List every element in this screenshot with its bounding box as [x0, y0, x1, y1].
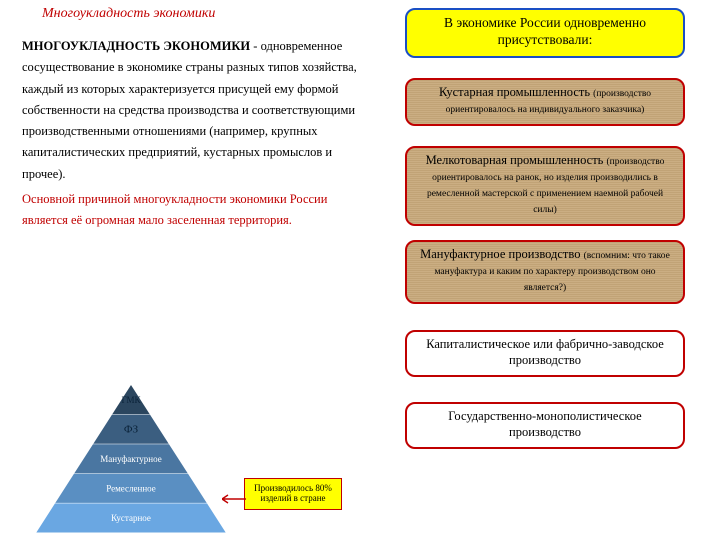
content-box-main: Капиталистическое или фабрично-заводское… [426, 337, 664, 367]
content-box-0: Кустарная промышленность (производство о… [405, 78, 685, 126]
header-box: В экономике России одновременно присутст… [405, 8, 685, 58]
pyramid-label-4: Кустарное [111, 513, 151, 523]
definition-block: МНОГОУКЛАДНОСТЬ ЭКОНОМИКИ - одновременно… [22, 36, 362, 231]
pyramid-label-1: ФЗ [124, 423, 139, 435]
content-box-4: Государственно-монополистическое произво… [405, 402, 685, 449]
pyramid-label-0: ГМК [121, 395, 141, 405]
content-box-3: Капиталистическое или фабрично-заводское… [405, 330, 685, 377]
content-box-2: Мануфактурное производство (вспомним: чт… [405, 240, 685, 304]
slide-root: Многоукладность экономики МНОГОУКЛАДНОСТ… [0, 0, 720, 540]
callout-arrow-icon [222, 494, 246, 504]
pyramid-label-3: Ремесленное [106, 484, 156, 494]
definition-term: МНОГОУКЛАДНОСТЬ ЭКОНОМИКИ [22, 39, 250, 53]
header-box-text: В экономике России одновременно присутст… [444, 15, 646, 47]
slide-title: Многоукладность экономики [42, 6, 215, 22]
callout-text: Производилось 80% изделий в стране [254, 483, 332, 503]
content-box-main: Мелкотоварная промышленность [426, 153, 607, 167]
content-box-1: Мелкотоварная промышленность (производст… [405, 146, 685, 226]
definition-red: Основной причиной многоукладности эконом… [22, 192, 327, 227]
callout-box: Производилось 80% изделий в стране [244, 478, 342, 510]
pyramid-label-2: Мануфактурное [100, 454, 161, 464]
content-box-main: Государственно-монополистическое произво… [448, 409, 641, 439]
pyramid-svg: ГМК ФЗ Мануфактурное Ремесленное Кустарное [36, 383, 226, 535]
definition-body: - одновременное сосуществование в эконом… [22, 39, 357, 181]
content-box-main: Мануфактурное производство [420, 247, 584, 261]
content-box-main: Кустарная промышленность [439, 85, 593, 99]
pyramid: ГМК ФЗ Мануфактурное Ремесленное Кустарное [36, 383, 226, 533]
